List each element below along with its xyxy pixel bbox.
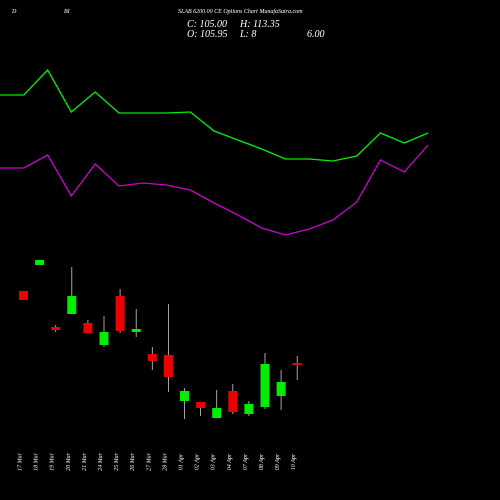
x-tick-label: 21 Mar: [82, 452, 88, 470]
x-tick-label: 01 Apr: [179, 453, 185, 470]
x-tick-label: 03 Apr: [211, 453, 217, 470]
close-label: C: 105.00: [187, 19, 227, 30]
x-tick-label: 18 Mar: [34, 452, 40, 470]
indicator-line: [0, 144, 429, 236]
candle-body: [51, 327, 61, 330]
x-tick-label: 09 Apr: [275, 453, 281, 470]
candle-body: [180, 391, 189, 401]
extra-label: 6.00: [307, 29, 325, 40]
x-tick-label: 27 Mar: [146, 452, 152, 470]
open-label: O: 105.95: [187, 29, 228, 40]
x-tick-label: 04 Apr: [226, 453, 233, 470]
candle-body: [35, 260, 45, 265]
candle-body: [147, 354, 157, 361]
x-tick-label: 24 Mar: [97, 452, 104, 470]
indicator-line: [0, 68, 429, 162]
candle-body: [131, 329, 141, 332]
candle-body: [19, 291, 28, 300]
x-tick-label: 02 Apr: [195, 453, 201, 470]
x-tick-label: 07 Apr: [243, 453, 249, 470]
candle-body: [163, 355, 173, 377]
candle-body: [244, 404, 254, 414]
candle-body: [276, 382, 286, 396]
x-tick-label: 08 Apr: [259, 453, 265, 470]
candle-body: [212, 408, 222, 418]
candle-body: [196, 402, 206, 408]
candle-body: [67, 296, 77, 314]
high-label: H: 113.35: [239, 19, 280, 30]
x-tick-label: 17 Mar: [18, 452, 24, 470]
x-tick-label: 28 Mar: [162, 452, 168, 470]
x-tick-label: 19 Mar: [50, 452, 56, 470]
header-label: BI: [64, 9, 71, 15]
x-tick-label: 10 Apr: [291, 453, 297, 470]
x-tick-label: 26 Mar: [130, 452, 136, 470]
x-tick-label: 25 Mar: [114, 452, 120, 470]
x-tick-label: 20 Mar: [66, 452, 72, 470]
candle-body: [292, 363, 302, 365]
candle-body: [228, 391, 238, 412]
header-label: D: [11, 9, 17, 15]
low-label: L: 8: [239, 29, 256, 40]
chart-title: SLAB 6200.00 CE Options Chart MunafaSutr…: [178, 8, 303, 15]
candle-body: [115, 296, 125, 331]
candle-body: [260, 364, 270, 407]
candle-body: [99, 332, 109, 345]
candle-body: [83, 323, 93, 333]
